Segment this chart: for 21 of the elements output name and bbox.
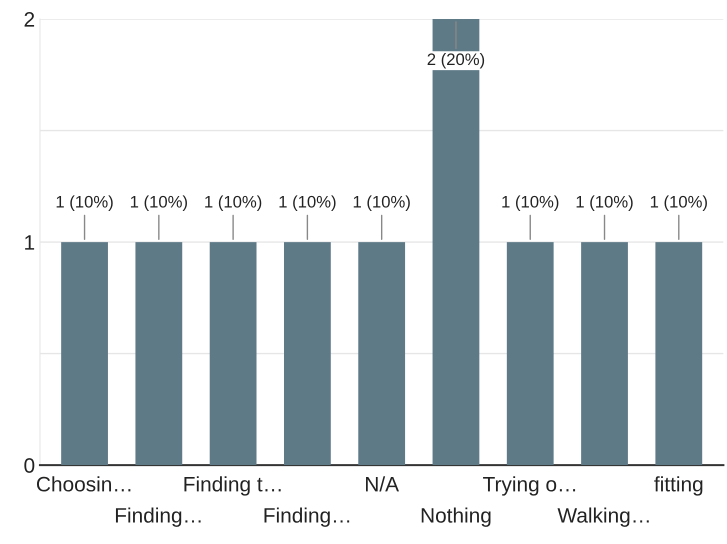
data-label: 1 (10%)	[56, 195, 113, 211]
data-label: 1 (10%)	[502, 195, 558, 211]
x-tick-label: fitting	[654, 476, 702, 496]
data-label: 1 (10%)	[576, 195, 633, 211]
x-tick-label: Finding…	[116, 507, 201, 527]
data-label: 1 (10%)	[354, 195, 410, 211]
x-tick-label: Finding…	[264, 507, 350, 527]
y-tick-label: 2	[24, 12, 34, 27]
x-tick-label: Trying o…	[483, 476, 576, 496]
y-tick-label: 1	[25, 235, 34, 250]
x-tick-label: Choosin…	[36, 476, 130, 492]
y-tick-label: 0	[24, 458, 34, 473]
data-label: 1 (10%)	[205, 195, 262, 211]
x-tick-label: Walking…	[558, 507, 649, 527]
x-tick-label: N/A	[366, 476, 399, 492]
data-label: 1 (10%)	[130, 195, 187, 211]
data-label: 2 (20%)	[428, 52, 484, 68]
x-tick-label: Nothing	[422, 507, 491, 527]
data-label: 1 (10%)	[650, 195, 707, 211]
data-label: 1 (10%)	[279, 195, 336, 211]
x-tick-label: Finding t…	[184, 476, 281, 496]
